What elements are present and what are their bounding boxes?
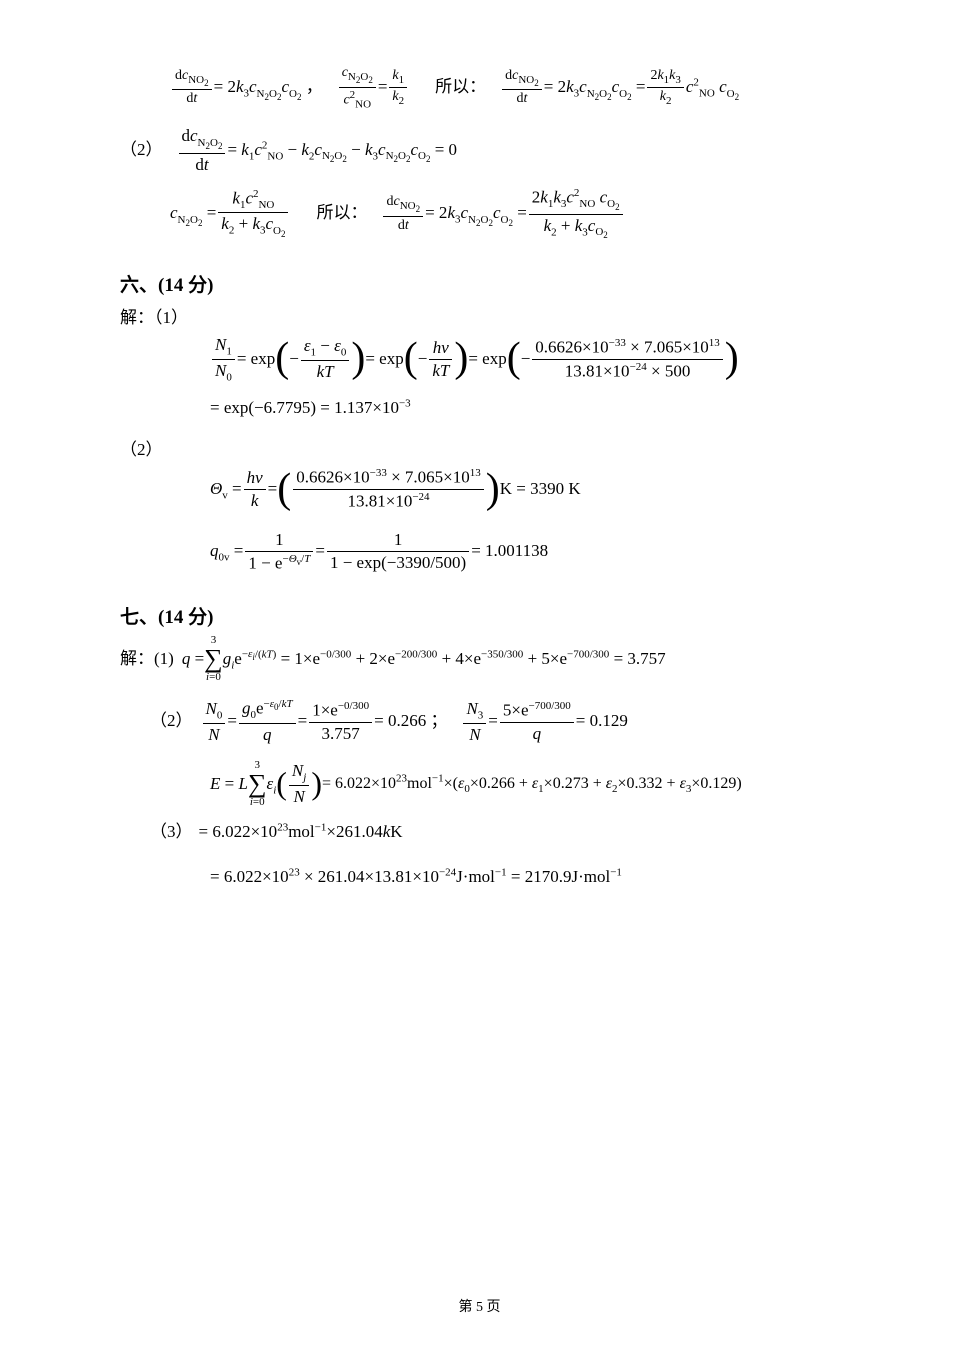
section-7-heading: 七、(14 分) [120, 602, 859, 629]
frac: k1 k2 [389, 67, 407, 108]
text: − [418, 339, 428, 380]
frac: 2k1k3c2NO cO2 k2 + k3cO2 [529, 186, 623, 242]
paren-left: ( [275, 342, 289, 376]
paren-left: ( [276, 771, 287, 797]
text: gie−εi/(kT) = 1×e−0/300 + 2×e−200/300 + … [223, 639, 666, 680]
frac: hν k [244, 467, 266, 512]
paren-right: ) [725, 342, 739, 376]
frac: Nj N [289, 760, 309, 808]
frac: N3 N [463, 698, 486, 746]
text: = [298, 701, 308, 742]
frac: 0.6626×10−33 × 7.065×1013 13.81×10−24 [293, 466, 484, 513]
text: = [268, 469, 278, 510]
paren-left: ( [507, 342, 521, 376]
text: = 0.266 ； [374, 701, 447, 742]
frac: g0e−ε0/kT q [239, 697, 296, 745]
text: Θv = [210, 469, 242, 510]
paren-right: ) [486, 473, 500, 507]
sec7-eq1: 解：(1) q = 3 ∑ i=0 gie−εi/(kT) = 1×e−0/30… [120, 635, 859, 683]
text: = 2k3cN2O2cO2 ， [214, 67, 323, 108]
text: cN2O2 = [170, 193, 216, 234]
text: c2NO cO2 [686, 67, 739, 108]
sec6-theta: Θv = hν k = ( 0.6626×10−33 × 7.065×1013 … [210, 466, 859, 513]
frac: 1 1 − e−Θv/T [245, 529, 313, 575]
frac: 1 1 − exp(−3390/500) [327, 529, 469, 574]
solution-label: 解：（1） [120, 303, 859, 328]
so-label: 所以： [435, 67, 486, 108]
solution-label: 解：(1) [120, 639, 174, 680]
text: = 6.022×1023mol−1×(ε0×0.266 + ε1×0.273 +… [322, 765, 742, 803]
frac: cN2O2 c2NO [339, 64, 376, 111]
text: = 0.129 [576, 701, 628, 742]
so-label: 所以： [316, 193, 367, 234]
paren-right: ) [351, 342, 365, 376]
text: = exp [365, 339, 403, 380]
text: = [315, 531, 325, 572]
text: = k1c2NO − k2cN2O2 − k3cN2O2cO2 = 0 [227, 130, 457, 171]
paren-left: ( [404, 342, 418, 376]
text: − [289, 339, 299, 380]
paren-right: ) [311, 771, 322, 797]
sec7-E: E = L 3 ∑ i=0 εi ( Nj N ) = 6.022×1023mo… [210, 760, 859, 808]
part-label-2: （2） [150, 701, 193, 742]
sec6-eq1: N1 N0 = exp ( − ε1 − ε0 kT ) = exp ( − h… [210, 334, 859, 384]
frac: 5×e−700/300 q [500, 699, 574, 745]
frac: 1×e−0/300 3.757 [309, 699, 372, 745]
frac: k1c2NO k2 + k3cO2 [218, 187, 288, 241]
paren-left: ( [277, 473, 291, 507]
frac: dcNO2 dt [383, 193, 423, 235]
frac: ε1 − ε0 kT [301, 335, 350, 383]
sec7-eq2: （2） N0 N = g0e−ε0/kT q = 1×e−0/300 3.757… [150, 697, 859, 745]
sec7-p3-line2: = 6.022×1023 × 261.04×13.81×10−24J·mol−1… [210, 857, 859, 898]
part-label-2: （2） [120, 435, 859, 460]
frac: dcN2O2 dt [179, 125, 226, 175]
text: = 1.001138 [471, 531, 548, 572]
text: = [378, 67, 388, 108]
eq-line-2: （2） dcN2O2 dt = k1c2NO − k2cN2O2 − k3cN2… [120, 125, 859, 175]
frac: 0.6626×10−33 × 7.065×1013 13.81×10−24 × … [532, 336, 723, 383]
text: E = L [210, 764, 248, 805]
text: = 2k3cN2O2cO2 = [544, 67, 646, 108]
text: q = [182, 639, 204, 680]
frac: dcNO2 dt [172, 67, 212, 109]
part-label-2: （2） [120, 130, 163, 171]
text: K = 3390 K [500, 469, 581, 510]
sec6-q: q0v = 1 1 − e−Θv/T = 1 1 − exp(−3390/500… [210, 529, 859, 575]
text: − [521, 339, 531, 380]
frac: 2k1k3 k2 [647, 67, 683, 108]
sec6-eq1-line2: = exp(−6.7795) = 1.137×10−3 [210, 388, 859, 429]
text: = [488, 701, 498, 742]
frac: dcNO2 dt [502, 67, 542, 109]
text: = exp [237, 339, 275, 380]
text: εi [267, 764, 277, 805]
part-label-3: （3） [150, 812, 193, 853]
eq-line-1: dcNO2 dt = 2k3cN2O2cO2 ， cN2O2 c2NO = k1… [170, 64, 859, 111]
sum-symbol: 3 ∑ i=0 [204, 635, 223, 683]
text: q0v = [210, 531, 243, 572]
frac: hν kT [429, 337, 452, 382]
paren-right: ) [454, 342, 468, 376]
text: = exp [468, 339, 506, 380]
frac: N0 N [203, 698, 226, 746]
sec7-p3-line1: （3） = 6.022×1023mol−1×261.04kK [150, 812, 859, 853]
section-6-heading: 六、(14 分) [120, 270, 859, 297]
sum-symbol: 3 ∑ i=0 [248, 760, 267, 808]
text: = 6.022×1023mol−1×261.04kK [199, 812, 403, 853]
text: = [227, 701, 237, 742]
text: = 2k3cN2O2cO2 = [425, 193, 527, 234]
page-footer: 第 5 页 [0, 1296, 959, 1316]
eq-line-3: cN2O2 = k1c2NO k2 + k3cO2 所以： dcNO2 dt =… [170, 186, 859, 242]
frac: N1 N0 [212, 334, 235, 384]
